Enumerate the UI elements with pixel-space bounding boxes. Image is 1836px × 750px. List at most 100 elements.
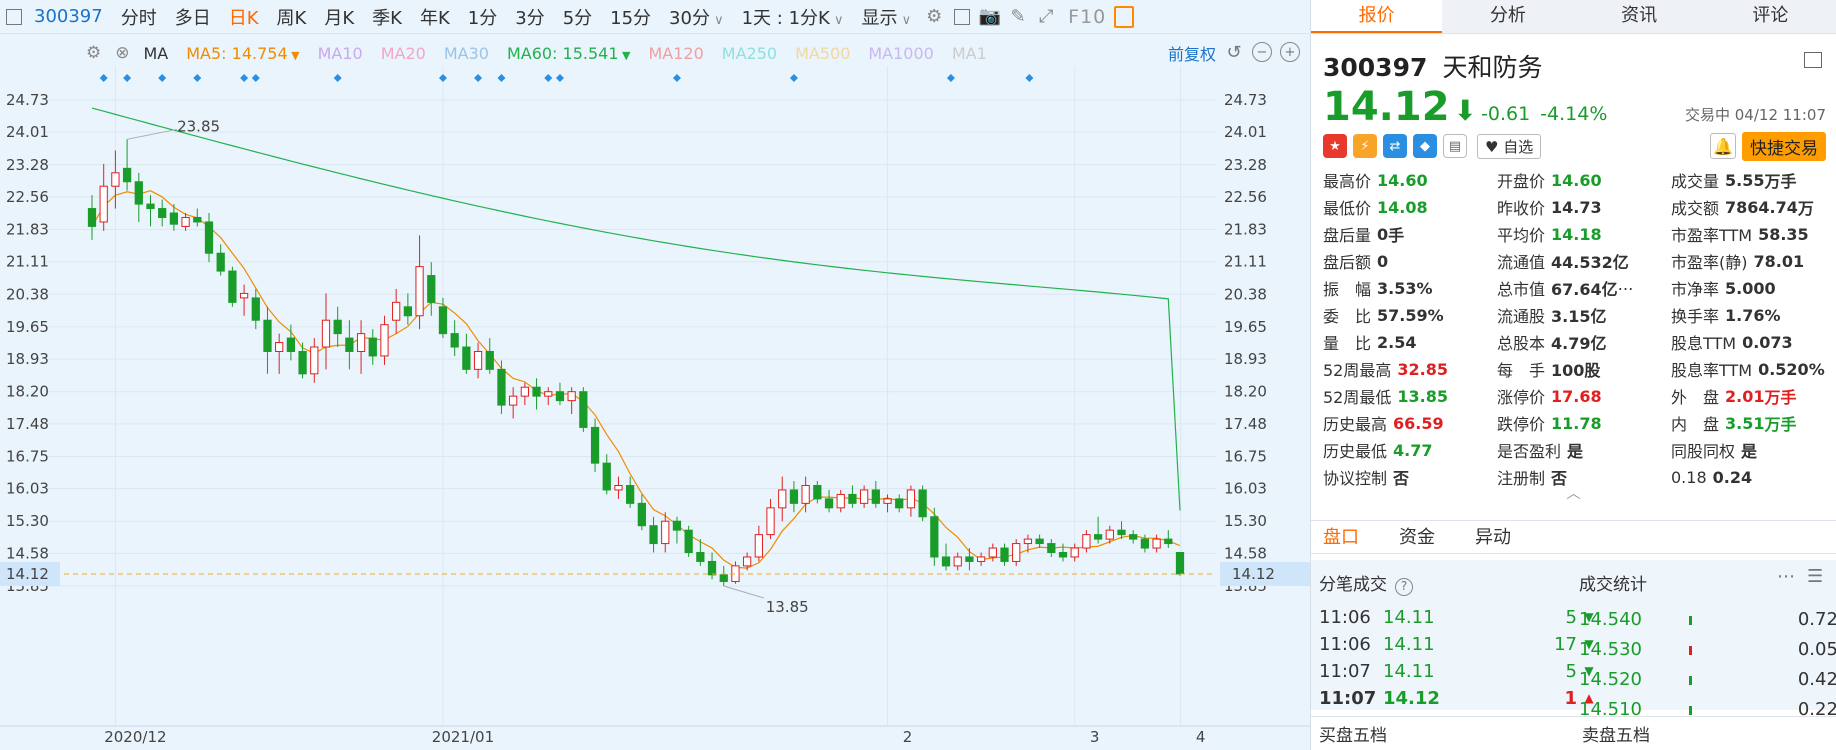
bell-icon[interactable]: 🔔 bbox=[1710, 133, 1736, 159]
tick-time: 11:07 bbox=[1319, 687, 1377, 709]
fullscreen-icon[interactable]: ⤢ bbox=[1038, 6, 1054, 27]
gear-icon[interactable]: ⚙ bbox=[86, 43, 102, 63]
period-tab[interactable]: 5分 bbox=[562, 7, 593, 29]
ma-legend-item[interactable]: MA500 bbox=[795, 43, 851, 63]
period-tab[interactable]: 30分 bbox=[660, 4, 733, 30]
panel-tab[interactable]: 报价 bbox=[1311, 0, 1443, 33]
sub-tab[interactable]: 盘口 bbox=[1323, 527, 1359, 548]
sub-tab[interactable]: 异动 bbox=[1475, 527, 1511, 548]
quote-field-value: 3.51 bbox=[1725, 413, 1765, 433]
ma-legend-item[interactable]: MA1 bbox=[951, 43, 987, 63]
close-icon[interactable]: ⊗ bbox=[115, 43, 130, 63]
help-icon[interactable]: ? bbox=[1395, 578, 1413, 596]
period-tab[interactable]: 多日 bbox=[174, 7, 211, 29]
period-tab[interactable]: 月K bbox=[324, 7, 355, 29]
ma-legend-item[interactable]: MA250 bbox=[721, 43, 778, 63]
f10-button[interactable]: F10 bbox=[1068, 5, 1107, 28]
event-marker bbox=[438, 74, 447, 82]
candle-body bbox=[930, 516, 939, 558]
stat-bar bbox=[1689, 609, 1755, 630]
display-menu[interactable]: 显示 bbox=[852, 4, 920, 30]
panel-tab[interactable]: 分析 bbox=[1489, 5, 1526, 26]
candle-body bbox=[509, 395, 518, 406]
kline-chart[interactable]: 24.73 24.73 24.01 24.01 23.28 23.28 22.56 22.56… bbox=[0, 66, 1310, 750]
ma-legend-item[interactable]: MA120 bbox=[648, 43, 704, 63]
candle-body bbox=[684, 529, 693, 553]
more-icon[interactable]: ⋯ bbox=[1777, 566, 1795, 587]
stat-bar bbox=[1689, 639, 1755, 660]
panel-tab[interactable]: 评论 bbox=[1752, 5, 1789, 26]
zoom-in-icon[interactable]: + bbox=[1280, 42, 1300, 62]
ma-legend-item[interactable]: MA20 bbox=[380, 43, 426, 63]
quote-field-value: 14.08 bbox=[1377, 197, 1428, 217]
quote-field-value: 0 bbox=[1377, 251, 1389, 271]
stock-code-tab[interactable]: 300397 bbox=[34, 6, 103, 27]
y-tick-label-right: 22.56 bbox=[1224, 188, 1267, 206]
range-select[interactable]: 1天 : 1分K bbox=[733, 4, 853, 30]
y-tick-label-left: 19.65 bbox=[6, 318, 49, 336]
camera-icon[interactable]: 📷 bbox=[978, 6, 1002, 27]
quote-field-label: 换手率 bbox=[1671, 307, 1720, 326]
candle-body bbox=[672, 520, 682, 531]
draw-pen-icon[interactable]: ✎ bbox=[1010, 6, 1026, 27]
y-tick-label-left: 24.01 bbox=[6, 123, 49, 141]
list-icon[interactable]: ☰ bbox=[1807, 566, 1824, 587]
quote-field-value: 100股 bbox=[1551, 361, 1601, 380]
quote-field-value: 0.24 bbox=[1712, 467, 1753, 487]
trade-area: 分笔成交? 成交统计 ⋯ ☰ 11:06 14.11 5 ▼ 11:06 14.11 17 ▼… bbox=[1311, 560, 1836, 720]
period-tab[interactable]: 3分 bbox=[515, 7, 545, 29]
tick-price: 14.12 bbox=[1383, 687, 1440, 709]
quote-field: 换手率 1.76% bbox=[1671, 303, 1831, 327]
quote-field: 每 手 100股 bbox=[1497, 357, 1671, 381]
period-tab[interactable]: 1分 bbox=[467, 7, 498, 29]
quote-field-unit: 万手 bbox=[1764, 415, 1797, 434]
sub-tab[interactable]: 资金 bbox=[1399, 527, 1435, 548]
more-icon[interactable]: ⋯ bbox=[1617, 278, 1634, 298]
undo-icon[interactable]: ↺ bbox=[1226, 41, 1242, 63]
menu-icon[interactable] bbox=[1804, 52, 1822, 68]
period-tab[interactable]: 15分 bbox=[610, 7, 652, 29]
y-tick-label-right: 21.11 bbox=[1224, 253, 1267, 271]
candle-body bbox=[111, 172, 120, 187]
min-price-label: 13.85 bbox=[766, 598, 809, 616]
quote-field-value: 5.000 bbox=[1725, 278, 1776, 298]
event-marker bbox=[672, 74, 681, 82]
collapse-caret-icon[interactable]: ︿ bbox=[1566, 486, 1581, 502]
sidebar-toggle-icon[interactable] bbox=[0, 4, 28, 30]
quote-field: 平均价 14.18 bbox=[1497, 222, 1671, 246]
period-tab[interactable]: 季K bbox=[372, 7, 402, 29]
adjust-mode[interactable]: 前复权 bbox=[1167, 45, 1216, 64]
lightning-icon[interactable]: ⚡ bbox=[1353, 134, 1377, 158]
order-book-label[interactable]: 买盘五档 bbox=[1319, 726, 1387, 746]
quote-field-label: 总市值 bbox=[1497, 280, 1546, 299]
settings-icon[interactable]: ⚙ bbox=[926, 6, 943, 27]
indicator-type[interactable]: MA bbox=[143, 43, 169, 63]
add-watchlist-button[interactable]: ♥ 自选 bbox=[1477, 133, 1542, 159]
order-book-label[interactable]: 卖盘五档 bbox=[1582, 726, 1650, 746]
ma-legend-item[interactable]: MA60: 15.541 ▼ bbox=[506, 43, 631, 63]
ma-legend-item[interactable]: MA1000 bbox=[868, 43, 934, 63]
shuffle-icon[interactable]: ⇄ bbox=[1383, 134, 1407, 158]
ma-legend-item[interactable]: MA5: 14.754 ▼ bbox=[186, 43, 300, 63]
period-tab[interactable]: 年K bbox=[419, 7, 450, 29]
panel-tab[interactable]: 资讯 bbox=[1621, 5, 1658, 26]
period-tab[interactable]: 分时 bbox=[120, 7, 157, 29]
square-menu-icon[interactable] bbox=[948, 4, 976, 30]
zoom-out-icon[interactable]: − bbox=[1252, 42, 1272, 62]
quote-field-unit: 万 bbox=[1797, 199, 1814, 218]
y-tick-label-right: 21.83 bbox=[1224, 221, 1267, 239]
ma-legend-item[interactable]: MA10 bbox=[317, 43, 363, 63]
note-icon[interactable]: ▤ bbox=[1443, 134, 1467, 158]
period-tab[interactable]: 日K bbox=[228, 7, 259, 29]
candle-body bbox=[707, 560, 717, 576]
period-tab[interactable]: 周K bbox=[276, 7, 307, 29]
quote-field-unit: 万手 bbox=[1764, 388, 1797, 407]
china-flag-icon[interactable]: ★ bbox=[1323, 134, 1347, 158]
candle-body bbox=[321, 319, 331, 348]
candle-body bbox=[590, 426, 600, 464]
tag-icon[interactable]: ◆ bbox=[1413, 134, 1437, 158]
panel-toggle-icon[interactable] bbox=[1114, 5, 1135, 28]
quote-field-label: 52周最低 bbox=[1323, 388, 1392, 407]
ma-legend-item[interactable]: MA30 bbox=[443, 43, 489, 63]
fast-trade-button[interactable]: 快捷交易 bbox=[1742, 131, 1826, 161]
